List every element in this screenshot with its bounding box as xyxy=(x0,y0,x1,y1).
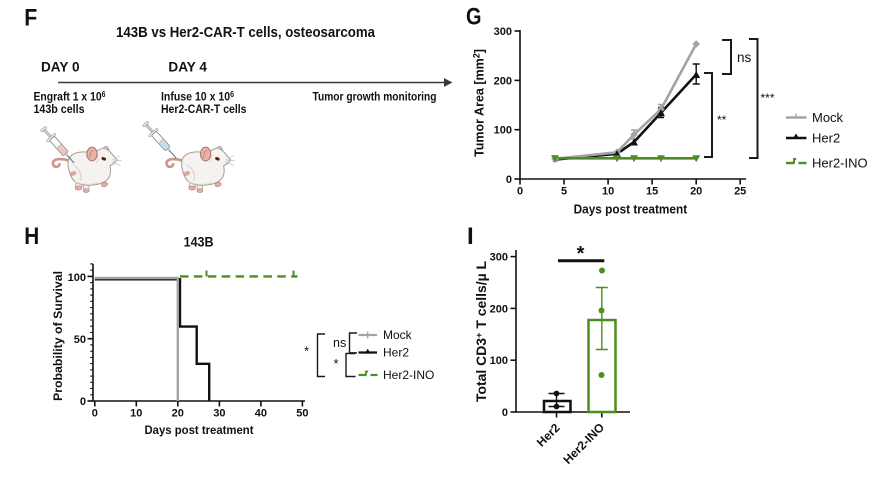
svg-text:0: 0 xyxy=(502,407,508,419)
svg-text:Infuse 10 x 106: Infuse 10 x 106 xyxy=(161,90,234,104)
svg-text:Days post treatment: Days post treatment xyxy=(574,202,688,217)
svg-text:Her2-INO: Her2-INO xyxy=(383,368,434,382)
svg-text:**: ** xyxy=(717,113,727,127)
svg-text:DAY 4: DAY 4 xyxy=(168,59,207,75)
svg-text:100: 100 xyxy=(68,272,86,284)
svg-text:Mock: Mock xyxy=(383,328,413,342)
svg-text:Days post treatment: Days post treatment xyxy=(145,423,254,437)
svg-text:5: 5 xyxy=(561,186,567,198)
svg-text:0: 0 xyxy=(517,186,523,198)
svg-text:*: * xyxy=(334,356,339,371)
svg-text:DAY 0: DAY 0 xyxy=(41,59,80,75)
svg-text:15: 15 xyxy=(646,186,658,198)
svg-text:200: 200 xyxy=(490,303,508,315)
svg-text:F: F xyxy=(24,5,37,32)
svg-text:Tumor Area [mm2]: Tumor Area [mm2] xyxy=(472,49,487,157)
svg-text:50: 50 xyxy=(296,408,308,420)
svg-text:Her2: Her2 xyxy=(383,346,409,360)
svg-text:200: 200 xyxy=(494,75,512,87)
svg-text:Total CD3+ T cells/µ L: Total CD3+ T cells/µ L xyxy=(474,261,489,402)
svg-text:G: G xyxy=(466,3,482,30)
svg-text:Her2: Her2 xyxy=(812,131,840,146)
svg-text:***: *** xyxy=(761,91,775,105)
svg-text:100: 100 xyxy=(494,125,512,137)
svg-text:0: 0 xyxy=(506,174,512,186)
svg-text:300: 300 xyxy=(490,252,508,264)
svg-text:Her2-CAR-T cells: Her2-CAR-T cells xyxy=(161,102,247,116)
svg-text:I: I xyxy=(467,223,474,250)
svg-text:Mock: Mock xyxy=(812,110,844,125)
svg-text:H: H xyxy=(24,223,39,250)
svg-text:10: 10 xyxy=(130,408,142,420)
svg-text:40: 40 xyxy=(255,408,267,420)
svg-text:0: 0 xyxy=(80,396,86,408)
svg-text:50: 50 xyxy=(74,334,86,346)
svg-text:ns: ns xyxy=(737,50,752,65)
svg-text:*: * xyxy=(577,243,585,265)
svg-text:143b cells: 143b cells xyxy=(34,102,85,116)
svg-text:20: 20 xyxy=(172,408,184,420)
svg-text:25: 25 xyxy=(734,186,746,198)
svg-text:Probability of Survival: Probability of Survival xyxy=(51,271,65,401)
svg-text:143B: 143B xyxy=(184,235,214,250)
svg-text:100: 100 xyxy=(490,355,508,367)
svg-text:143B vs Her2-CAR-T cells, oste: 143B vs Her2-CAR-T cells, osteosarcoma xyxy=(116,25,376,41)
svg-text:10: 10 xyxy=(602,186,614,198)
svg-text:Her2-INO: Her2-INO xyxy=(560,420,607,467)
svg-text:Engraft 1 x 106: Engraft 1 x 106 xyxy=(34,90,106,104)
svg-text:30: 30 xyxy=(213,408,225,420)
svg-text:ns: ns xyxy=(333,336,346,350)
svg-text:300: 300 xyxy=(494,26,512,38)
svg-text:20: 20 xyxy=(690,186,702,198)
svg-text:*: * xyxy=(304,344,309,359)
svg-text:Tumor growth monitoring: Tumor growth monitoring xyxy=(313,90,437,104)
svg-text:0: 0 xyxy=(92,408,98,420)
svg-text:Her2-INO: Her2-INO xyxy=(812,156,868,171)
svg-text:Her2: Her2 xyxy=(534,420,563,449)
